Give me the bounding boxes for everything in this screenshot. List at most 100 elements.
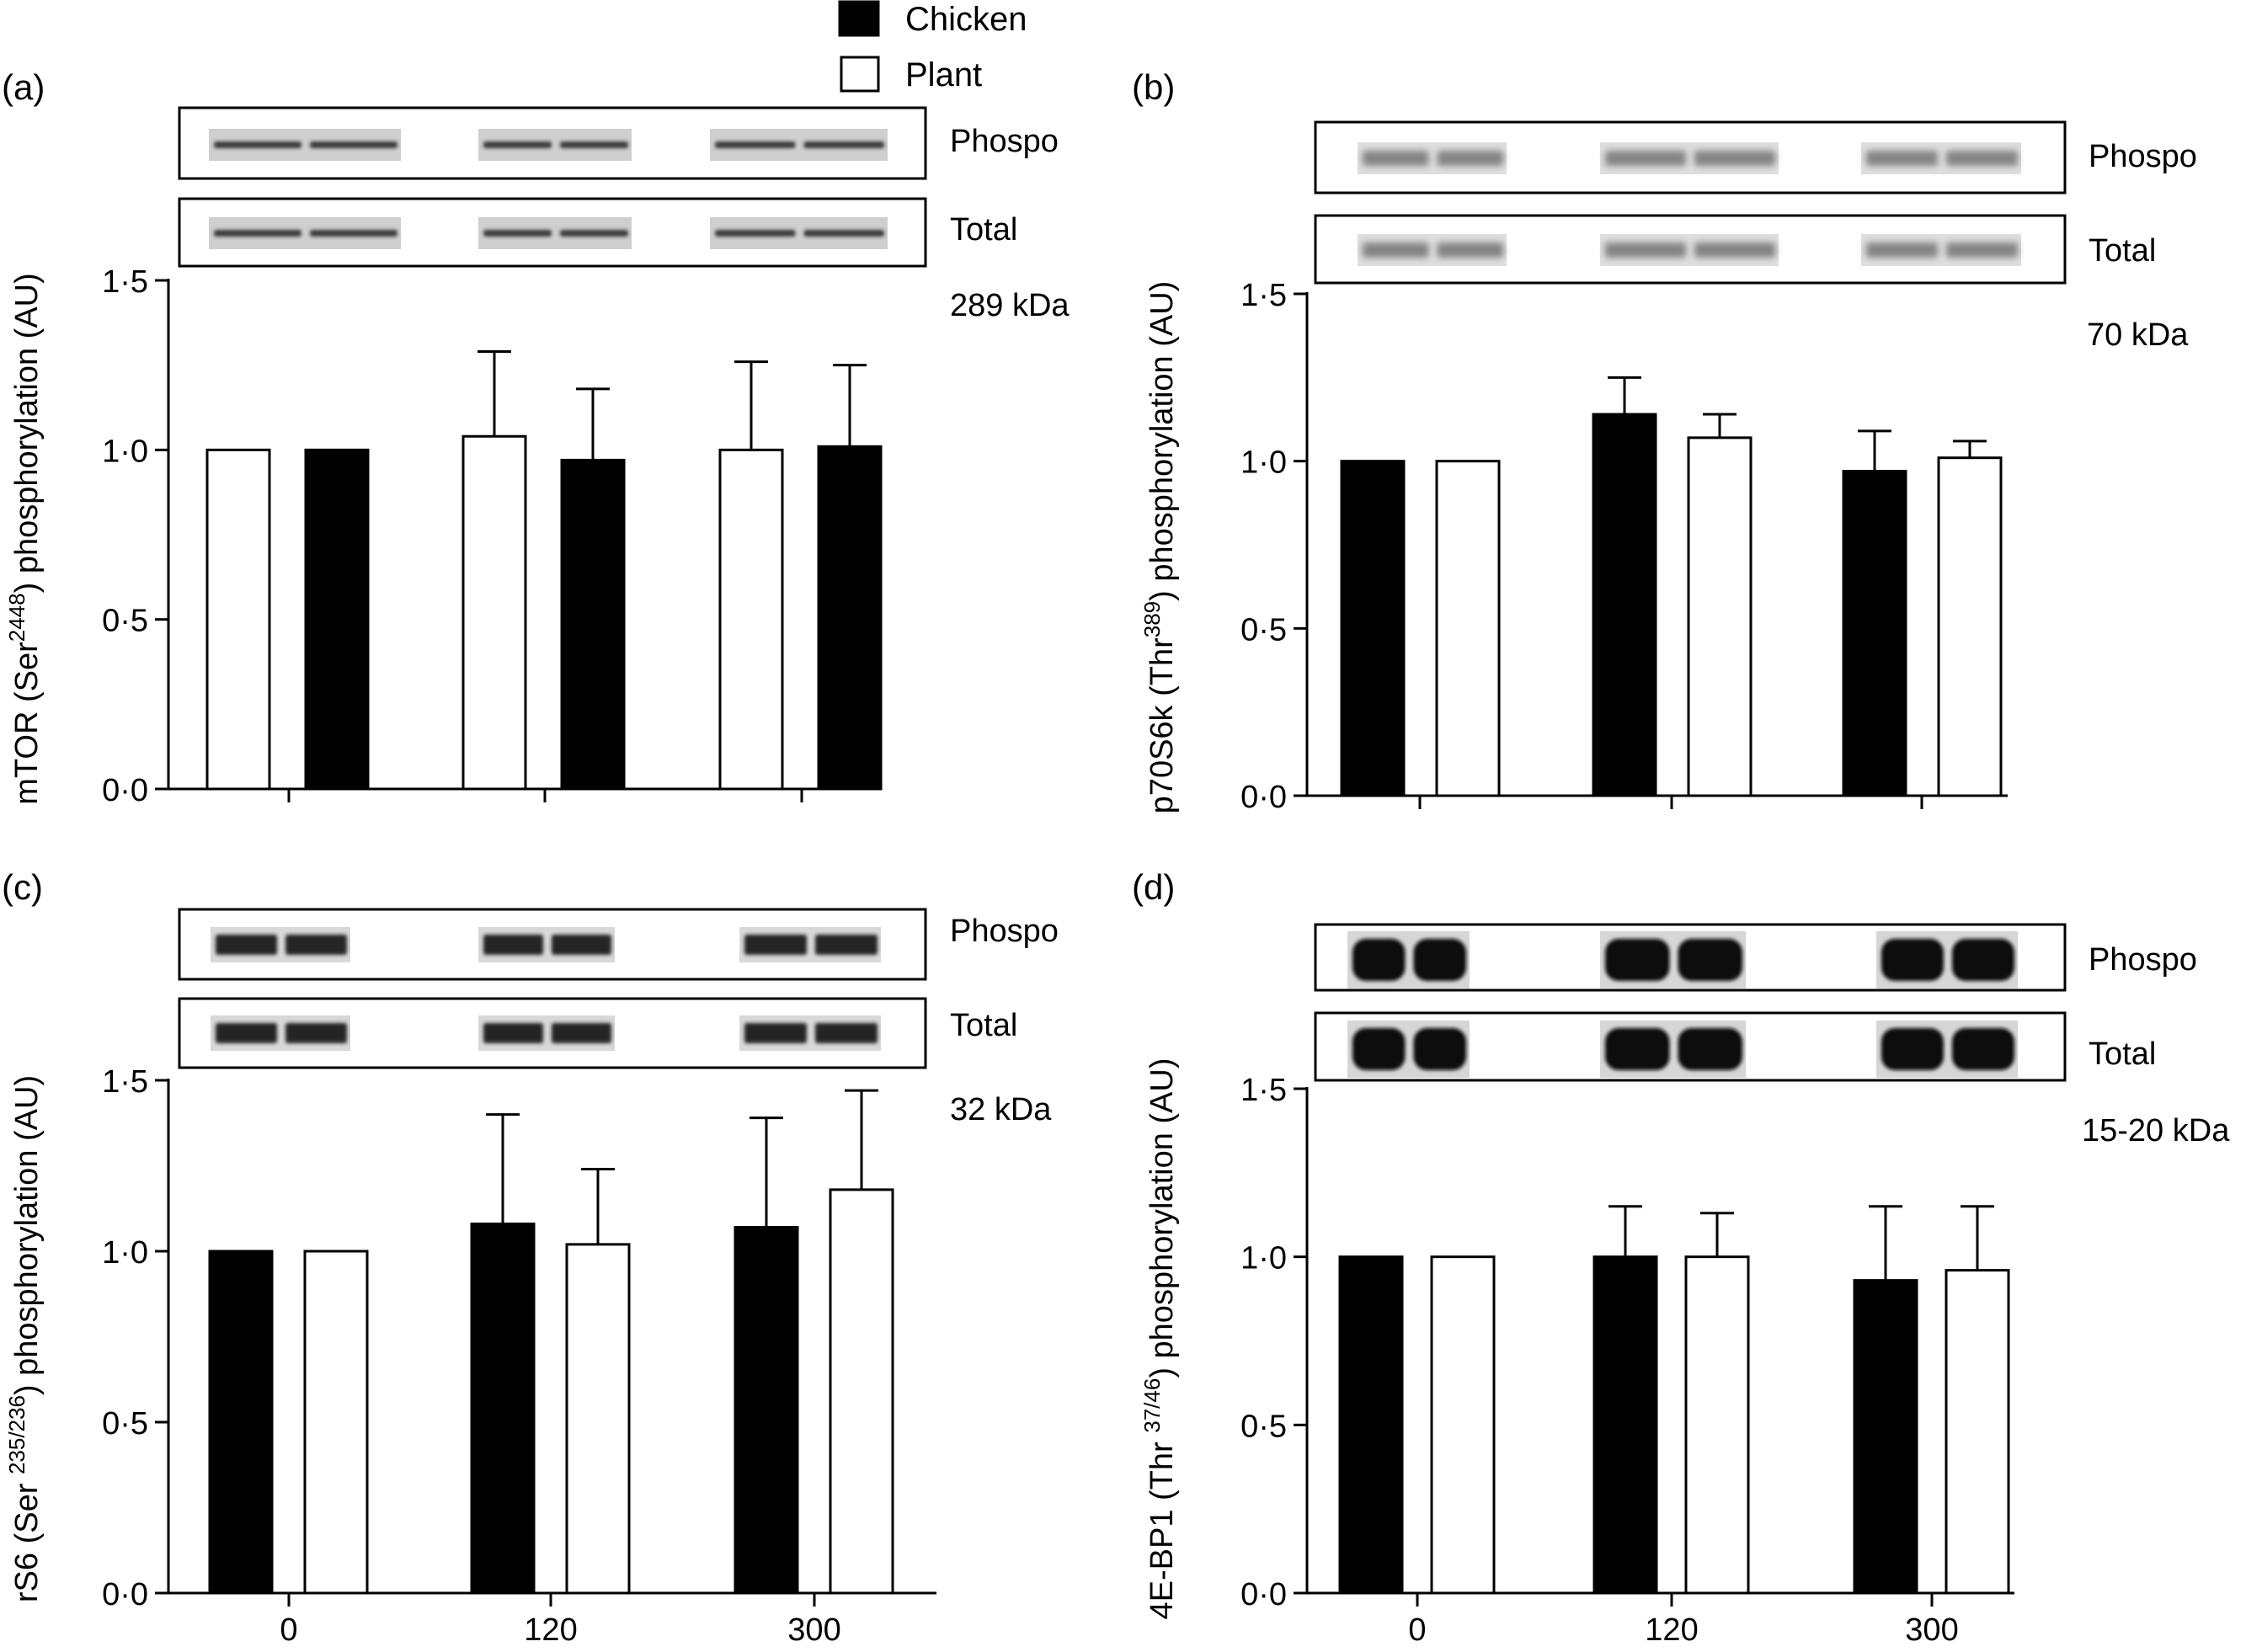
x-tick-label: 120 [524,1612,577,1648]
y-tick-label: 1·0 [1240,445,1287,481]
panel-label: (c) [2,867,43,907]
y-tick-label: 1·5 [1240,1073,1287,1108]
blot-band [1363,242,1429,258]
western-blots [178,908,927,1069]
bar-chicken-300 [817,445,883,791]
y-tick-label: 0·5 [1240,1409,1287,1444]
kda-label: 32 kDa [950,1092,1052,1127]
blot-band [815,1023,878,1043]
blot-label-total: Total [2089,233,2156,269]
panel-d: (d) Phospo Total 15-20 kDa 4E-BP1 (Thr 3… [1132,867,2230,1648]
y-tick-label: 0·0 [102,1577,148,1612]
blot-band [1952,1028,2014,1070]
bar-plant-300 [718,448,784,791]
blot-label-phospho: Phospo [950,124,1059,159]
bar-plant-300 [1937,456,2003,797]
blot-band [214,230,301,237]
blot-band [803,141,884,148]
plot-area: 0·0 0·5 1·0 1·5 [102,264,883,808]
bar-plant-120 [461,434,527,791]
bar-chicken-120 [470,1223,536,1595]
blot-band [285,935,347,955]
legend-swatch-chicken [838,0,880,37]
blot-band [552,935,611,955]
blot-band [285,1023,347,1043]
bar-chicken-300 [1853,1279,1918,1595]
x-tick-label: 0 [1408,1612,1426,1648]
blot-band [1881,939,1944,981]
y-tick-label: 0·5 [1240,612,1287,647]
blot-label-total: Total [950,1008,1017,1043]
bar-chicken-0 [1340,460,1406,797]
legend: Chicken Plant [838,0,1027,93]
blot-band [744,1023,807,1043]
blot-band [1437,151,1503,166]
blot-band [1678,1028,1742,1070]
bar-chicken-0 [304,448,370,791]
y-tick-label: 1·5 [1240,278,1287,313]
blot-band [715,230,796,237]
y-axis-title: 4E-BP1 (Thr 37/46) phosphorylation (AU) [1139,1058,1180,1620]
y-tick-label: 1·0 [1240,1241,1287,1276]
blot-label-total: Total [950,212,1017,248]
bar-chicken-120 [560,458,626,791]
bar-plant-300 [1945,1269,2010,1595]
blot-band [1952,939,2014,981]
blot-band [803,230,884,237]
x-tick-label: 0 [280,1612,297,1648]
blot-bands [1347,931,2018,1078]
blot-bands [209,129,888,249]
y-tick-label: 1·5 [102,1064,148,1100]
x-tick-label: 300 [1905,1612,1958,1648]
blot-band [1866,151,1938,166]
bar-chicken-300 [1842,470,1907,797]
kda-label: 70 kDa [2087,317,2189,353]
blot-band [560,230,628,237]
bar-plant-0 [303,1250,369,1595]
blot-band [310,230,397,237]
western-blots [1314,120,2067,285]
blot-band [1605,939,1670,981]
panel-b: (b) Phospo Total 70 kDa p70S6k (Thr389) … [1132,67,2197,815]
blot-band [1946,151,2018,166]
kda-label: 15-20 kDa [2082,1113,2230,1148]
y-axis-title: mTOR (Ser2448) phosphorylation (AU) [4,273,45,805]
blot-band [1413,1028,1466,1070]
legend-label-chicken: Chicken [905,1,1027,38]
y-axis-title: p70S6k (Thr389) phosphorylation (AU) [1139,281,1180,814]
western-blots [1314,923,2067,1082]
bar-chicken-120 [1592,1255,1658,1595]
y-tick-label: 1·0 [102,1235,148,1271]
y-tick-label: 1·0 [102,434,148,469]
blot-band [1694,242,1775,258]
panel-label: (a) [2,67,45,107]
blot-band [1605,151,1686,166]
western-blots [178,106,927,268]
y-tick-label: 0·5 [102,604,148,639]
plot-area: 0·0 0·5 1·0 1·5 0 120 300 [1240,1073,2014,1648]
y-tick-label: 0·0 [102,773,148,808]
y-tick-label: 0·5 [102,1406,148,1442]
blot-band [1352,1028,1406,1070]
bar-plant-120 [1684,1255,1750,1595]
panel-c: (c) Phospo Total 32 kDa rS6 (Ser 235/236… [2,867,1059,1648]
bar-chicken-0 [1338,1255,1404,1595]
blot-band [715,141,796,148]
blot-band [1946,242,2018,258]
blot-band [483,141,552,148]
blot-band [1363,151,1429,166]
blot-band [744,935,807,955]
y-tick-label: 0·0 [1240,1577,1287,1612]
blot-band [552,1023,611,1043]
y-tick-label: 1·5 [102,264,148,300]
blot-band [1605,1028,1670,1070]
blot-band [310,141,397,148]
bar-plant-120 [1687,436,1753,797]
blot-band [1605,242,1686,258]
blot-band [483,230,552,237]
blot-bands [1358,142,2021,266]
blot-band [1694,151,1775,166]
blot-band [1866,242,1938,258]
blot-band [815,935,878,955]
